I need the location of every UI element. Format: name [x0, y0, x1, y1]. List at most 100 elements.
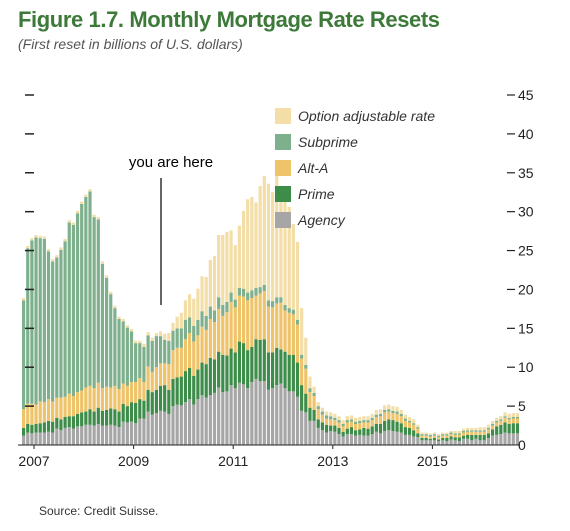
bar-segment-option-adjustable-rate: [179, 312, 183, 329]
bar-segment-alt-a: [403, 420, 407, 428]
bar-segment-option-adjustable-rate: [51, 259, 55, 262]
bar-segment-option-adjustable-rate: [378, 409, 383, 414]
bar-segment-alt-a: [362, 422, 366, 428]
bar-segment-agency: [262, 381, 266, 445]
bar-segment-agency: [470, 440, 474, 445]
bar-segment-subprime: [486, 427, 490, 430]
bar-segment-prime: [125, 406, 129, 423]
bar-segment-prime: [283, 351, 287, 389]
bar-segment-agency: [333, 431, 337, 445]
bar-segment-alt-a: [134, 382, 138, 403]
bar-segment-agency: [461, 438, 466, 445]
bar-segment-subprime: [490, 424, 495, 426]
bar-segment-prime: [441, 438, 445, 441]
bar-segment-agency: [399, 432, 403, 445]
bar-segment-prime: [370, 426, 374, 435]
bar-segment-agency: [453, 440, 457, 445]
bar-segment-option-adjustable-rate: [254, 202, 258, 288]
bar-segment-prime: [109, 408, 113, 425]
bar-segment-prime: [482, 434, 486, 441]
bar-segment-alt-a: [291, 314, 295, 355]
bar-segment-agency: [46, 431, 51, 445]
bar-segment-option-adjustable-rate: [100, 261, 105, 264]
bar-segment-prime: [59, 419, 63, 431]
bar-segment-alt-a: [407, 422, 412, 428]
bar-segment-alt-a: [345, 422, 349, 429]
bar-segment-alt-a: [441, 435, 445, 438]
bar-segment-agency: [134, 423, 138, 445]
bar-segment-option-adjustable-rate: [304, 337, 308, 365]
bar-segment-option-adjustable-rate: [358, 417, 362, 421]
bar-segment-option-adjustable-rate: [366, 416, 370, 421]
bar-segment-subprime: [445, 434, 449, 436]
bar-segment-prime: [503, 422, 507, 433]
bar-segment-alt-a: [246, 300, 250, 351]
bar-segment-prime: [515, 423, 520, 434]
bar-segment-subprime: [192, 326, 196, 342]
bar-segment-agency: [391, 431, 395, 445]
bar-segment-prime: [154, 389, 158, 414]
bar-segment-alt-a: [499, 420, 503, 425]
bar-segment-subprime: [113, 308, 117, 386]
bar-segment-alt-a: [204, 329, 208, 365]
bar-segment-alt-a: [225, 312, 229, 356]
bar-segment-prime: [67, 416, 71, 428]
bar-segment-prime: [158, 385, 163, 411]
bar-segment-agency: [295, 396, 300, 445]
bar-segment-prime: [349, 427, 354, 435]
bar-segment-prime: [499, 424, 503, 435]
bar-segment-option-adjustable-rate: [329, 412, 333, 417]
bar-segment-subprime: [403, 418, 407, 421]
bar-segment-option-adjustable-rate: [266, 183, 271, 301]
bar-segment-agency: [499, 434, 503, 445]
y-tick-label: 40: [518, 126, 534, 142]
bar-segment-prime: [432, 438, 437, 441]
bar-segment-agency: [420, 440, 424, 445]
bar-segment-agency: [511, 433, 515, 445]
bar-segment-option-adjustable-rate: [200, 276, 204, 312]
bar-segment-agency: [196, 399, 200, 445]
bar-segment-subprime: [42, 238, 46, 403]
bar-segment-prime: [254, 339, 258, 379]
bar-segment-option-adjustable-rate: [295, 242, 300, 320]
bar-segment-prime: [38, 423, 42, 433]
bar-segment-option-adjustable-rate: [84, 194, 88, 197]
bar-segment-subprime: [503, 416, 507, 418]
bar-segment-alt-a: [154, 367, 158, 390]
bar-segment-agency: [117, 427, 121, 445]
bar-segment-option-adjustable-rate: [134, 340, 138, 344]
bar-segment-option-adjustable-rate: [163, 333, 167, 340]
bar-segment-subprime: [420, 434, 424, 436]
legend-label: Agency: [297, 212, 346, 228]
bar-segment-option-adjustable-rate: [482, 427, 486, 431]
bar-segment-subprime: [291, 309, 295, 315]
bar-segment-prime: [250, 347, 254, 382]
bar-segment-subprime: [142, 347, 146, 382]
bar-segment-prime: [266, 352, 271, 390]
bar-segment-agency: [449, 439, 453, 445]
bar-segment-prime: [374, 424, 378, 432]
bar-segment-agency: [275, 385, 279, 445]
bar-segment-subprime: [300, 354, 304, 359]
bar-segment-subprime: [225, 301, 229, 312]
bar-segment-option-adjustable-rate: [445, 432, 449, 435]
bar-segment-alt-a: [217, 308, 221, 352]
bar-segment-prime: [229, 348, 233, 386]
bar-segment-option-adjustable-rate: [283, 196, 287, 305]
bar-segment-agency: [358, 434, 362, 445]
bar-segment-prime: [507, 424, 511, 434]
bar-segment-agency: [192, 404, 196, 445]
bar-segment-subprime: [154, 336, 158, 368]
bar-segment-alt-a: [80, 390, 84, 413]
bar-segment-prime: [134, 403, 138, 424]
bar-segment-subprime: [46, 251, 51, 400]
bar-segment-subprime: [308, 388, 312, 393]
y-tick-label: 15: [518, 320, 534, 336]
bar-segment-subprime: [200, 311, 204, 327]
bar-segment-prime: [354, 430, 358, 436]
bar-segment-alt-a: [374, 417, 378, 424]
bar-segment-agency: [329, 431, 333, 445]
bar-segment-subprime: [96, 219, 100, 383]
bar-segment-subprime: [320, 411, 324, 415]
bar-segment-option-adjustable-rate: [63, 238, 67, 242]
